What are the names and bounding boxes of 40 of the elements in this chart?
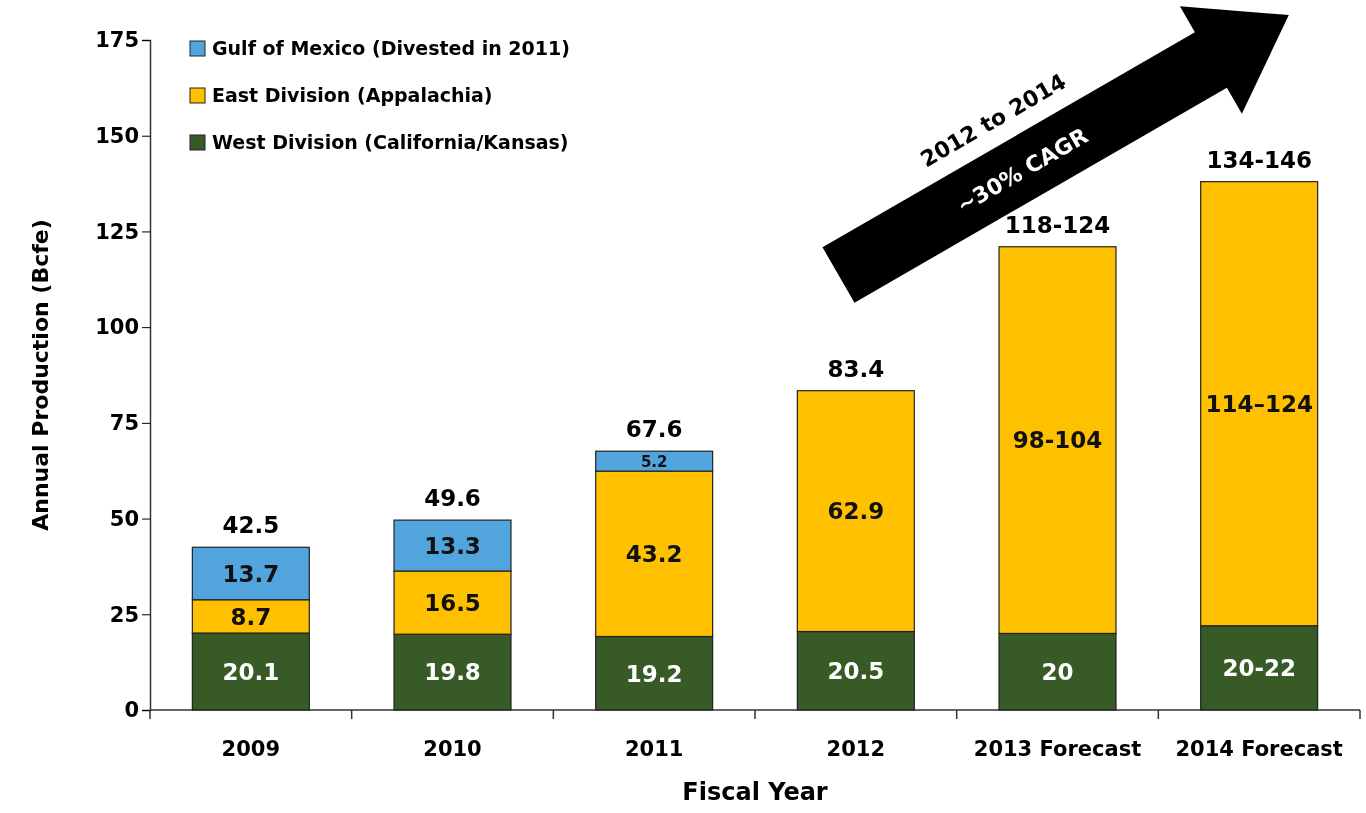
x-tick-label: 2013 Forecast	[973, 737, 1142, 761]
data-label: 20-22	[1222, 655, 1296, 682]
y-tick-label: 25	[109, 602, 139, 627]
legend-label: West Division (California/Kansas)	[212, 130, 569, 153]
data-label: 20	[1041, 658, 1074, 685]
x-tick-label: 2012	[826, 737, 886, 761]
total-label: 83.4	[827, 355, 885, 382]
data-label: 98-104	[1012, 427, 1103, 454]
x-tick-label: 2009	[221, 737, 281, 761]
x-tick-label: 2010	[423, 737, 482, 761]
x-tick-label: 2011	[624, 737, 684, 761]
total-label: 67.6	[625, 416, 683, 443]
y-tick-label: 50	[109, 506, 139, 531]
data-label: 20.5	[827, 658, 885, 685]
total-label: 42.5	[222, 512, 280, 539]
total-label: 134-146	[1206, 146, 1312, 173]
data-label: 5.2	[640, 452, 668, 471]
data-label: 62.9	[827, 498, 885, 525]
y-tick-label: 75	[109, 411, 139, 436]
y-tick-label: 175	[95, 28, 139, 53]
data-label: 114–124	[1205, 390, 1313, 417]
data-label: 19.8	[424, 659, 481, 686]
data-label: 16.5	[424, 589, 481, 616]
y-axis-title: Annual Production (Bcfe)	[28, 219, 53, 531]
x-axis-title: Fiscal Year	[682, 778, 828, 806]
y-tick-label: 125	[95, 219, 139, 244]
total-label: 49.6	[424, 485, 481, 512]
data-label: 8.7	[230, 603, 272, 630]
data-label: 13.7	[222, 560, 280, 587]
legend-label: East Division (Appalachia)	[212, 83, 493, 106]
y-tick-label: 100	[95, 315, 139, 340]
data-label: 20.1	[222, 658, 280, 685]
data-label: 19.2	[625, 660, 683, 687]
data-label: 13.3	[424, 532, 481, 559]
y-tick-label: 0	[124, 698, 139, 723]
x-tick-label: 2014 Forecast	[1175, 737, 1343, 761]
legend-label: Gulf of Mexico (Divested in 2011)	[212, 36, 570, 59]
data-label: 43.2	[625, 541, 683, 568]
total-label: 118-124	[1004, 211, 1111, 238]
y-tick-label: 150	[95, 123, 139, 148]
